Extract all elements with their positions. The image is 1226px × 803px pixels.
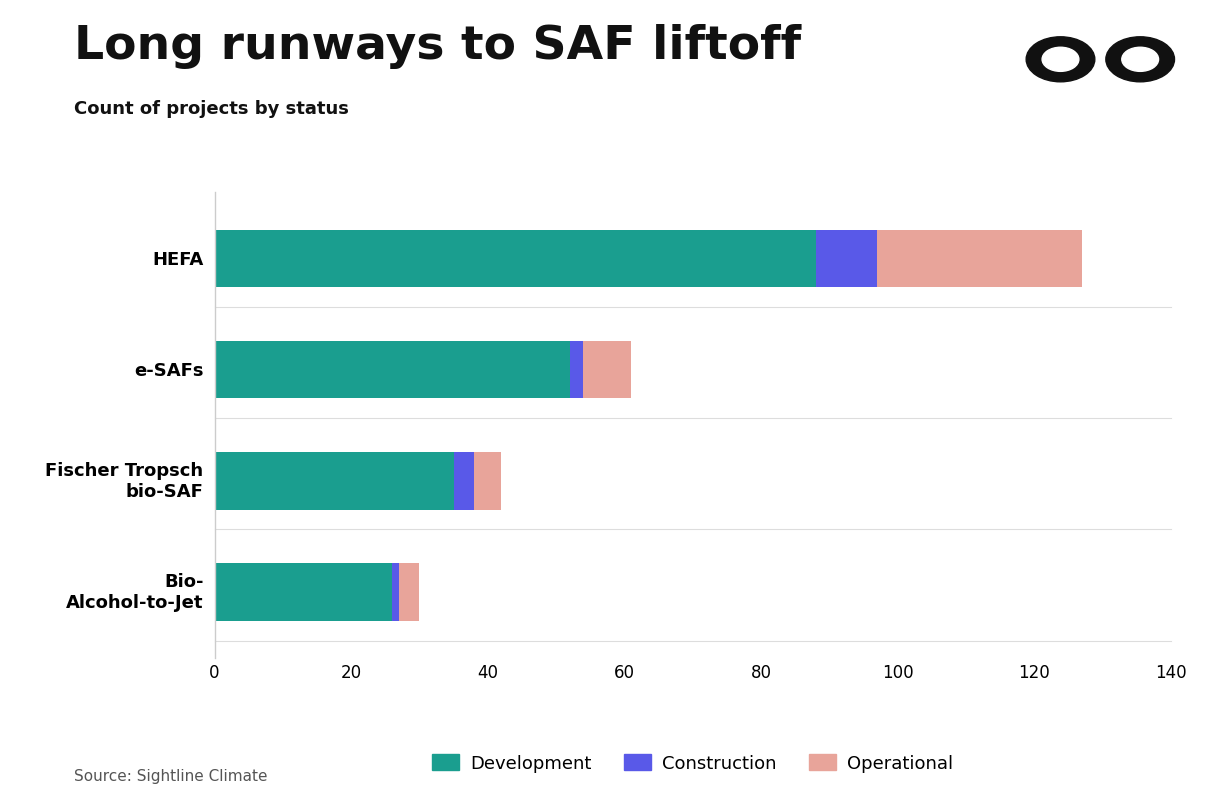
Bar <box>454 452 474 510</box>
Bar <box>215 341 570 399</box>
Bar <box>877 230 1083 288</box>
Bar <box>474 452 501 510</box>
Bar <box>584 341 631 399</box>
Bar <box>570 341 584 399</box>
Legend: Development, Construction, Operational: Development, Construction, Operational <box>425 747 960 780</box>
Text: Long runways to SAF liftoff: Long runways to SAF liftoff <box>74 24 801 69</box>
Text: Count of projects by status: Count of projects by status <box>74 100 348 118</box>
Bar <box>215 230 815 288</box>
Bar <box>215 452 454 510</box>
Text: Source: Sightline Climate: Source: Sightline Climate <box>74 768 267 783</box>
Bar <box>215 563 392 621</box>
Bar <box>398 563 419 621</box>
Bar <box>815 230 877 288</box>
Bar <box>392 563 398 621</box>
